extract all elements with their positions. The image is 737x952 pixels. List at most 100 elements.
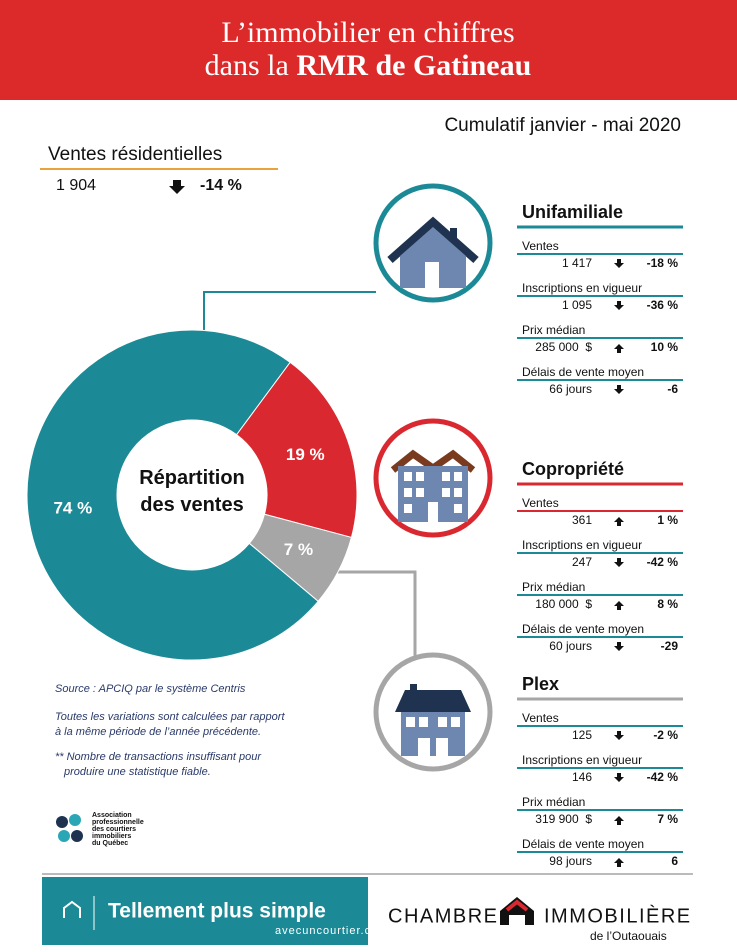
row-value: 125 (572, 728, 592, 742)
row-value: 66 jours (549, 382, 592, 396)
row-change: -29 (661, 639, 679, 653)
arrow-up (614, 601, 624, 610)
title: dans la RMR de Gatineau (205, 49, 532, 82)
row-change: 10 % (651, 340, 679, 354)
row-value: 285 000 $ (535, 340, 592, 354)
icon-chimney (410, 684, 417, 692)
row-label: Ventes (522, 496, 559, 510)
brand-sub: de l’Outaouais (590, 929, 667, 943)
row-value: 1 095 (562, 298, 592, 312)
arrow-down (614, 731, 624, 740)
association-logo (56, 814, 83, 842)
row-label: Inscriptions en vigueur (522, 281, 642, 295)
brand: IMMOBILIÈRE (544, 904, 692, 927)
icon-chimney (450, 228, 457, 242)
row-value: 247 (572, 555, 592, 569)
assoc-line: des courtiers (92, 826, 136, 833)
section-title: Copropriété (522, 459, 624, 479)
icon-windows (404, 472, 462, 522)
row-change: -2 % (653, 728, 678, 742)
notes: Source : APCIQ par le système Centris To… (55, 683, 285, 778)
brand-logo (505, 899, 529, 912)
row-change: 6 (671, 854, 678, 868)
pie-slice (26, 329, 319, 661)
value-label: 19 % (286, 445, 325, 464)
row-change: -6 (667, 382, 678, 396)
arrow-down (614, 385, 624, 394)
title-bold: RMR de Gatineau (296, 49, 531, 82)
row-value: 146 (572, 770, 592, 784)
note: Source : APCIQ par le système Centris (55, 683, 246, 695)
row-change: -18 % (647, 256, 679, 270)
arrow-down (614, 558, 624, 567)
row-label: Délais de vente moyen (522, 365, 644, 379)
footer-icon (63, 900, 81, 918)
value-label: 7 % (284, 540, 313, 559)
arrow-up (614, 816, 624, 825)
row-label: Inscriptions en vigueur (522, 538, 642, 552)
arrow-down (169, 180, 185, 194)
row-value: 180 000 $ (535, 597, 592, 611)
row-value: 319 900 $ (535, 812, 592, 826)
row-value: 60 jours (549, 639, 592, 653)
donut-center: Répartition des ventes (139, 467, 245, 516)
row-label: Délais de vente moyen (522, 622, 644, 636)
icon-door (425, 262, 439, 288)
header-band (0, 0, 737, 100)
summary-change: -14 % (200, 177, 242, 194)
row-value: 1 417 (562, 256, 592, 270)
pie-slice (235, 361, 358, 539)
connector (203, 291, 376, 335)
period: Cumulatif janvier - mai 2020 (444, 115, 681, 136)
row-label: Ventes (522, 711, 559, 725)
row-value: 98 jours (549, 854, 592, 868)
association-text: Association professionnelle des courtier… (92, 812, 144, 847)
row-change: 1 % (657, 513, 678, 527)
arrow-up (614, 517, 624, 526)
summary-label: Ventes résidentielles (48, 144, 222, 165)
note: Toutes les variations sont calculées par… (55, 711, 285, 723)
assoc-line: Association (92, 812, 132, 819)
row-change: 8 % (657, 597, 678, 611)
icon-roof (395, 690, 471, 712)
row-label: Prix médian (522, 580, 585, 594)
arrow-down (614, 259, 624, 268)
icon-roof (387, 216, 479, 263)
arrow-down (614, 773, 624, 782)
assoc-line: professionnelle (92, 819, 144, 826)
row-label: Inscriptions en vigueur (522, 753, 642, 767)
connector (338, 570, 417, 660)
url[interactable]: avecuncourtier.com (275, 925, 388, 937)
slogan[interactable]: Tellement plus simple (108, 900, 326, 923)
note: ** Nombre de transactions insuffisant po… (55, 751, 262, 763)
summary-value: 1 904 (56, 177, 96, 194)
row-change: -36 % (647, 298, 679, 312)
row-change: 7 % (657, 812, 678, 826)
chart-title: Répartition des ventes (139, 467, 245, 516)
section-title: Unifamiliale (522, 202, 623, 222)
title-prefix: dans la (205, 49, 289, 82)
footer-banner (42, 877, 368, 945)
arrow-down (614, 301, 624, 310)
brand-logo (500, 897, 534, 925)
icon-windows (406, 717, 460, 756)
row-label: Délais de vente moyen (522, 837, 644, 851)
row-label: Prix médian (522, 795, 585, 809)
arrow-down (614, 642, 624, 651)
section-title: Plex (522, 674, 559, 694)
pie-slice (248, 513, 353, 602)
row-change: -42 % (647, 555, 679, 569)
arrow-up (614, 344, 624, 353)
value-label: 74 % (53, 498, 92, 517)
row-label: Ventes (522, 239, 559, 253)
row-label: Prix médian (522, 323, 585, 337)
arrow-up (614, 858, 624, 867)
assoc-line: immobiliers (92, 833, 131, 840)
brand: CHAMBRE (388, 905, 499, 927)
note: produire une statistique fiable. (63, 766, 211, 778)
row-change: -42 % (647, 770, 679, 784)
title: L’immobilier en chiffres (221, 16, 514, 49)
icon-house (400, 227, 466, 288)
